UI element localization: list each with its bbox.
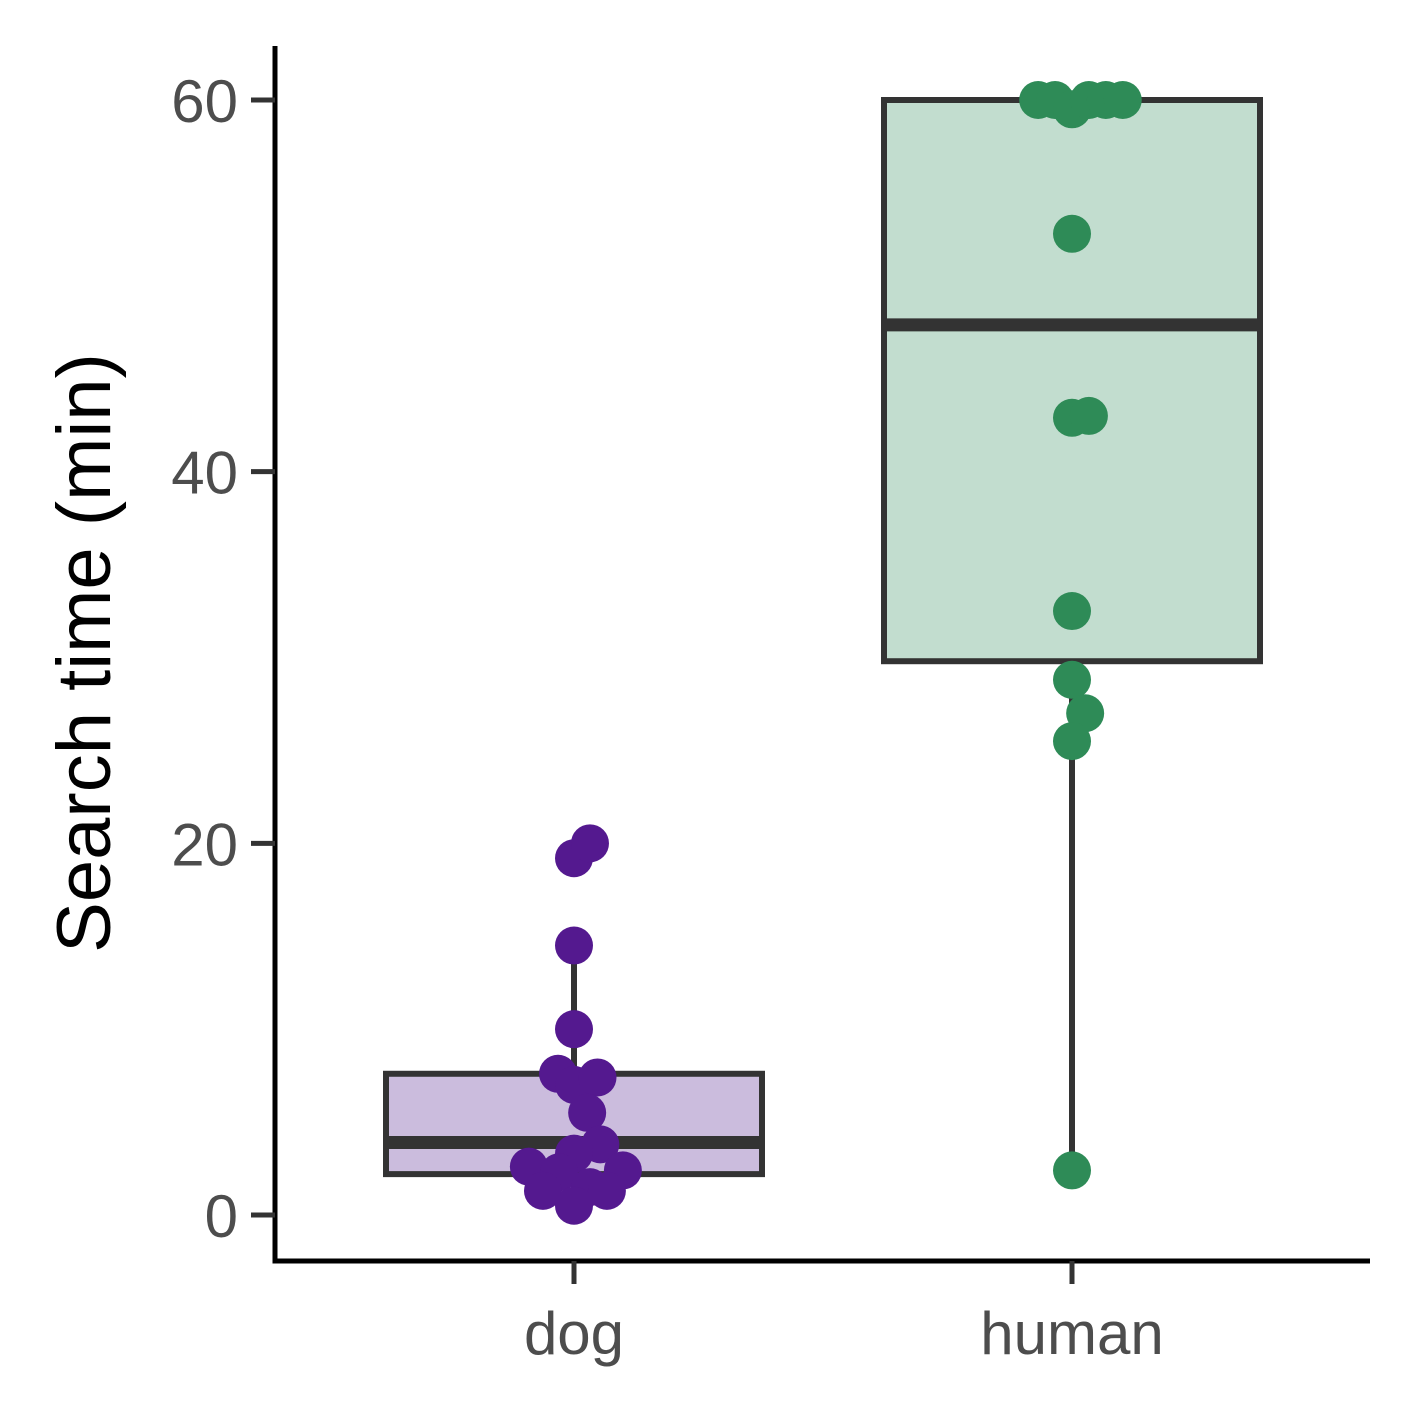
plot-area: [383, 81, 1263, 1225]
y-axis-title: Search time (min): [42, 353, 127, 953]
data-point: [523, 1171, 562, 1210]
data-point: [1053, 1151, 1091, 1190]
data-point: [1053, 660, 1091, 699]
data-point: [1053, 214, 1091, 253]
box-iqr: [881, 97, 1263, 665]
data-point: [570, 824, 609, 863]
y-tick-label: 40: [171, 440, 238, 507]
data-point: [587, 1171, 626, 1210]
x-tick-label-human: human: [980, 1300, 1163, 1367]
axis-ticks: 0 20 40 60 dog human: [171, 68, 1163, 1367]
data-point: [1069, 396, 1108, 435]
y-tick-label: 20: [171, 811, 238, 878]
data-point: [1053, 722, 1091, 761]
x-tick-label-dog: dog: [524, 1300, 624, 1367]
y-tick-label: 0: [205, 1183, 238, 1250]
data-point: [555, 926, 593, 965]
data-point: [555, 1010, 593, 1049]
data-point: [568, 1093, 607, 1132]
box-group-human: [881, 81, 1263, 1190]
data-point: [578, 1058, 617, 1097]
y-tick-label: 60: [171, 68, 238, 135]
data-point: [1053, 592, 1091, 631]
data-point: [555, 1186, 593, 1225]
data-point: [1103, 81, 1142, 119]
axes: [272, 46, 1370, 1264]
box-group-dog: [383, 824, 765, 1225]
